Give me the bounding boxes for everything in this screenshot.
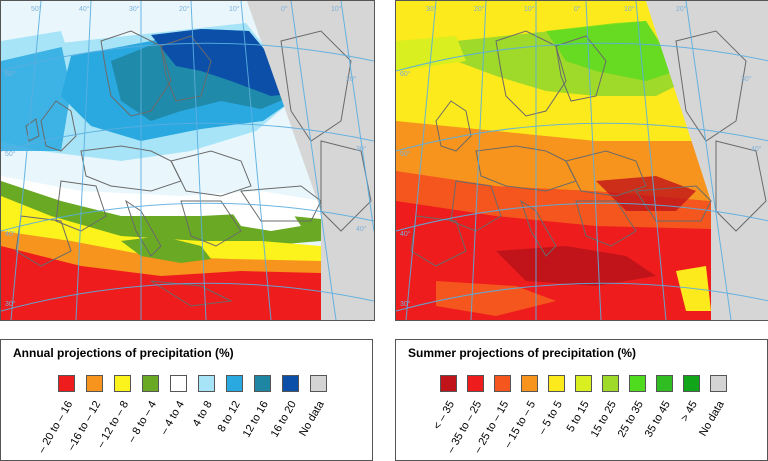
graticule-label: 40°	[400, 230, 411, 238]
summer-legend-swatch	[656, 375, 673, 392]
graticule-label: 10°	[331, 5, 342, 13]
summer-legend-label: < – 35	[431, 399, 458, 432]
annual-legend-swatch	[310, 375, 327, 392]
summer-legend-swatch	[521, 375, 538, 392]
summer-legend-swatch	[467, 375, 484, 392]
annual-legend-label: 12 to 16	[240, 399, 271, 440]
summer-legend-swatch	[494, 375, 511, 392]
summer-legend-swatch	[575, 375, 592, 392]
annual-legend-swatch	[86, 375, 103, 392]
annual-legend-swatch	[198, 375, 215, 392]
graticule-label: 40°	[751, 145, 762, 153]
annual-legend-label: 16 to 20	[268, 399, 299, 440]
summer-legend-swatch	[683, 375, 700, 392]
summer-legend-label: > 45	[678, 399, 700, 424]
graticule-label: 60°	[400, 70, 411, 78]
annual-legend-swatch	[114, 375, 131, 392]
annual-legend-swatch	[58, 375, 75, 392]
graticule-label: 0°	[574, 5, 581, 13]
summer-legend-label: 35 to 45	[642, 399, 673, 440]
annual-legend-swatch	[142, 375, 159, 392]
graticule-label: 20°	[676, 5, 687, 13]
graticule-label: 30°	[129, 5, 140, 13]
graticule-label: 40°	[79, 5, 90, 13]
graticule-label: 60°	[5, 70, 16, 78]
summer-legend-label: – 5 to 5	[536, 399, 565, 437]
summer-legend-swatch	[602, 375, 619, 392]
summer-legend-title: Summer projections of precipitation (%)	[408, 346, 637, 360]
graticule-label: 20°	[346, 75, 357, 83]
summer-legend: Summer projections of precipitation (%) …	[395, 339, 768, 461]
summer-legend-label: 15 to 25	[588, 399, 619, 440]
graticule-label: 30°	[741, 75, 752, 83]
summer-legend-swatch	[548, 375, 565, 392]
graticule-label: 10°	[624, 5, 635, 13]
annual-legend-swatch	[226, 375, 243, 392]
graticule-label: 0°	[281, 5, 288, 13]
graticule-label: 40°	[5, 230, 16, 238]
graticule-label: 10°	[229, 5, 240, 13]
annual-projection-map: 50° 40° 30° 20° 10° 0° 10° 20° 30° 40° 6…	[0, 0, 375, 321]
annual-legend-swatch	[254, 375, 271, 392]
graticule-label: 50°	[400, 150, 411, 158]
annual-legend-title: Annual projections of precipitation (%)	[13, 346, 234, 360]
annual-legend-swatch	[170, 375, 187, 392]
annual-legend-label: – 4 to 4	[158, 399, 187, 437]
graticule-label: 50°	[31, 5, 42, 13]
graticule-label: 20°	[474, 5, 485, 13]
graticule-label: 30°	[400, 300, 411, 308]
graticule-label: 30°	[5, 300, 16, 308]
annual-legend-label: – 8 to – 4	[125, 399, 160, 445]
annual-legend-label: No data	[297, 399, 327, 439]
annual-legend-swatch	[282, 375, 299, 392]
graticule-label: 40°	[356, 225, 367, 233]
summer-projection-map: 30° 20° 10° 0° 10° 20° 30° 40° 60° 50° 4…	[395, 0, 768, 321]
annual-legend-label: 8 to 12	[215, 399, 243, 435]
summer-legend-label: 5 to 15	[564, 399, 592, 435]
summer-legend-swatch	[710, 375, 727, 392]
graticule-label: 10°	[524, 5, 535, 13]
summer-legend-swatch	[629, 375, 646, 392]
annual-legend-label: 4 to 8	[190, 399, 215, 429]
annual-legend: Annual projections of precipitation (%) …	[0, 339, 373, 461]
summer-legend-swatch	[440, 375, 457, 392]
graticule-label: 20°	[179, 5, 190, 13]
graticule-label: 50°	[5, 150, 16, 158]
graticule-label: 30°	[356, 145, 367, 153]
graticule-label: 30°	[426, 5, 437, 13]
summer-legend-label: No data	[697, 399, 727, 439]
summer-legend-label: 25 to 35	[615, 399, 646, 440]
